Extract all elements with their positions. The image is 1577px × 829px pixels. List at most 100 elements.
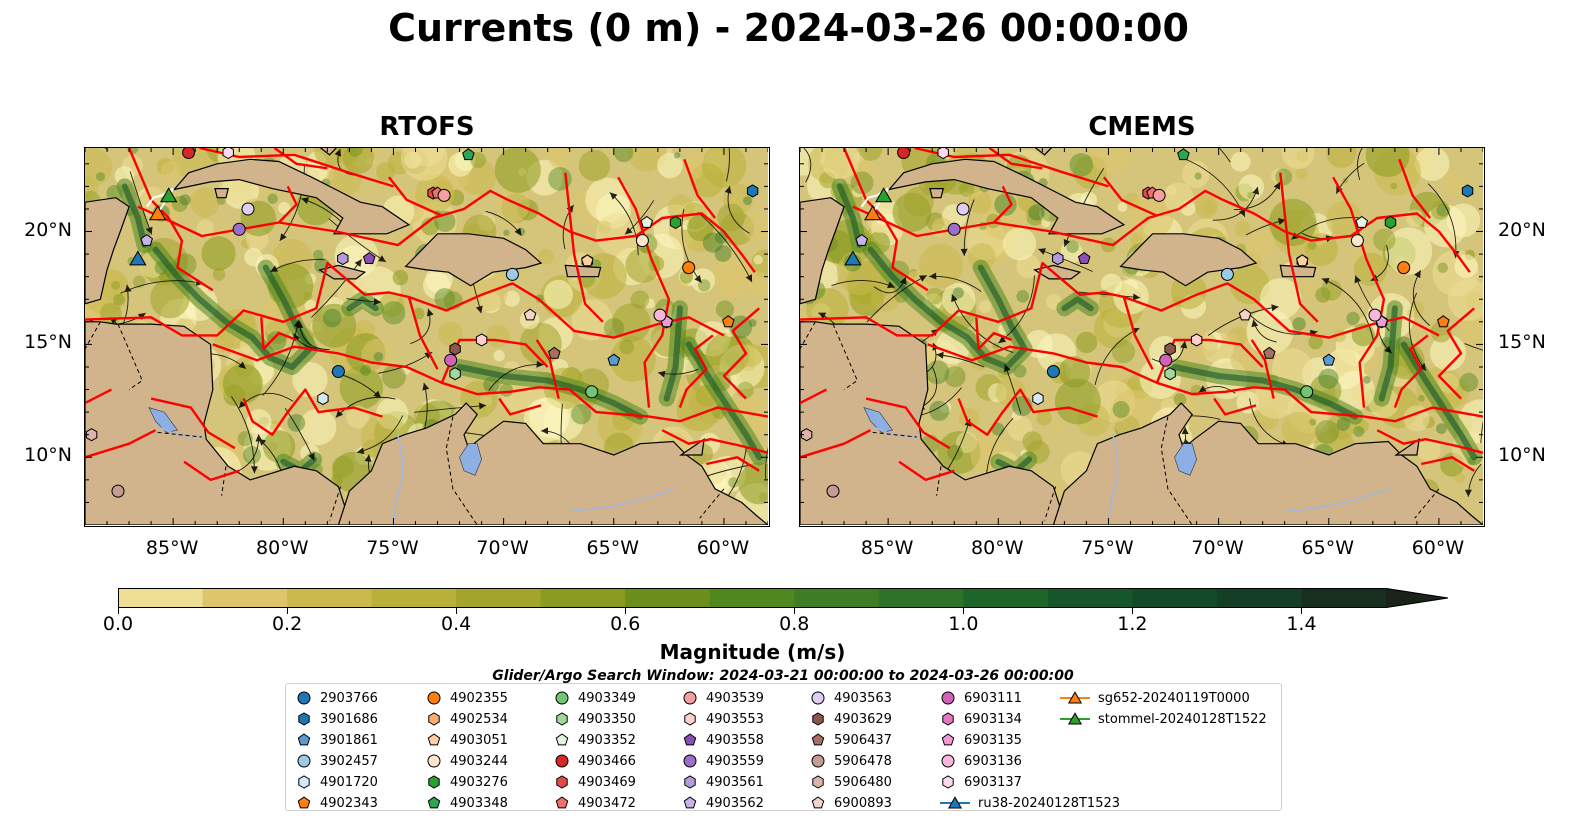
map-rtofs [85,148,769,526]
puerto-rico-land [1279,264,1317,278]
legend-item-4901720: 4901720 [296,772,378,792]
legend-marker-icon [556,712,568,726]
legend-marker-icon [812,775,824,789]
country-border [117,323,143,391]
legend-label: 5906437 [834,732,892,748]
legend-label: 4903350 [578,711,636,727]
float-marker-6903137 [937,148,949,160]
float-marker-4903276 [1384,215,1397,230]
float-marker-2903766 [331,365,345,378]
float-marker-4903559 [232,222,246,236]
float-marker-6903137 [222,148,234,160]
legend-label: 3901861 [320,732,378,748]
panel-title-rtofs: RTOFS [379,112,475,142]
country-border [1160,416,1193,526]
legend-item-4903553: 4903553 [682,709,764,729]
eez-boundary [1437,307,1475,400]
lon-tick-label: 70°W [1191,537,1244,559]
float-marker-5906437 [548,346,561,359]
legend-label: 4903348 [450,795,508,811]
legend-label: 4903561 [706,774,764,790]
legend-label: 4903562 [706,795,764,811]
eez-boundary [957,388,1098,436]
float-marker-4903244 [635,234,649,248]
legend-label: 4903469 [578,774,636,790]
legend-label: 4903539 [706,690,764,706]
float-marker-4901720 [1032,392,1044,406]
lon-tick-label: 85°W [145,537,199,559]
legend-item-6903135: 6903135 [940,730,1022,750]
float-marker-4903558 [1077,251,1091,264]
lat-tick-label: 15°N [24,331,72,354]
float-marker-4903562 [855,233,868,246]
legend-marker-icon [811,733,825,746]
float-marker-3901686 [746,184,759,198]
legend-label: 4903276 [450,774,508,790]
lon-tick-label: 60°W [1411,537,1465,559]
legend-label: 3902457 [320,753,378,769]
central-america-land [85,321,346,526]
legend-item-3901861: 3901861 [296,730,378,750]
eez-boundary [564,172,604,323]
legend-label: 4903352 [578,732,636,748]
glider-marker-ru38-20240128T1523 [844,250,862,266]
legend-item-4903559: 4903559 [682,751,764,771]
country-border [699,488,725,519]
colorbar-tick-mark [1300,608,1302,614]
legend-item-5906478: 5906478 [810,751,892,771]
legend-label: stommel-20240128T1522 [1098,711,1267,727]
lat-tick-label: 20°N [1498,218,1546,241]
legend-label: 4903558 [706,732,764,748]
lon-tick-label: 80°W [256,537,309,559]
legend-label: 6903111 [964,690,1022,706]
lon-tick-label: 70°W [476,537,529,559]
legend-marker-icon [684,775,696,789]
colorbar-tick-mark [117,608,119,614]
eez-boundary [1213,397,1257,416]
eez-boundary [1250,339,1275,399]
legend-item-4903352: 4903352 [554,730,636,750]
eez-boundary [85,429,157,459]
country-border [936,466,942,496]
legend-marker-icon [683,733,697,746]
legend-item-4903562: 4903562 [682,793,764,813]
map-panel-cmems[interactable] [799,147,1485,527]
panel-title-cmems: CMEMS [1088,112,1196,142]
legend-item-3902457: 3902457 [296,751,378,771]
colorbar [118,588,1458,608]
yucatan-land [85,197,130,305]
legend-marker-icon [555,796,569,809]
legend-marker-icon [555,754,569,768]
lon-tick-label: 75°W [366,537,419,559]
float-marker-3902457 [1220,267,1234,281]
south-america-land [337,402,769,526]
float-marker-4903559 [947,222,961,236]
eez-boundary [278,185,298,224]
legend-label: 4902343 [320,795,378,811]
legend-label: 4903472 [578,795,636,811]
country-border [157,431,202,438]
legend-item-6903111: 6903111 [940,688,1022,708]
eez-boundary [975,317,1012,351]
legend-item-4903472: 4903472 [554,793,636,813]
legend-label: sg652-20240119T0000 [1098,690,1250,706]
isla-juventud-land [929,187,944,199]
lon-tick-label: 80°W [971,537,1024,559]
legend-label: 4903559 [706,753,764,769]
legend-item-4903629: 4903629 [810,709,892,729]
colorbar-tick-label: 0.0 [102,613,134,635]
map-panel-rtofs[interactable] [84,147,770,527]
legend-marker-icon [684,712,696,726]
float-marker-4903563 [241,202,255,216]
legend-item-4903348: 4903348 [426,793,508,813]
puerto-rico-land [564,264,602,278]
float-marker-4903244 [1350,234,1364,248]
float-marker-6903111 [444,353,458,367]
eez-boundary [1332,176,1386,408]
legend-item-ru38-20240128T1523: ru38-20240128T1523 [940,793,1120,813]
legend-label: ru38-20240128T1523 [978,795,1121,811]
float-marker-4903348 [1177,148,1190,161]
legend-item-4903563: 4903563 [810,688,892,708]
legend-marker-icon [941,691,955,705]
lake-maracaibo [459,443,482,476]
